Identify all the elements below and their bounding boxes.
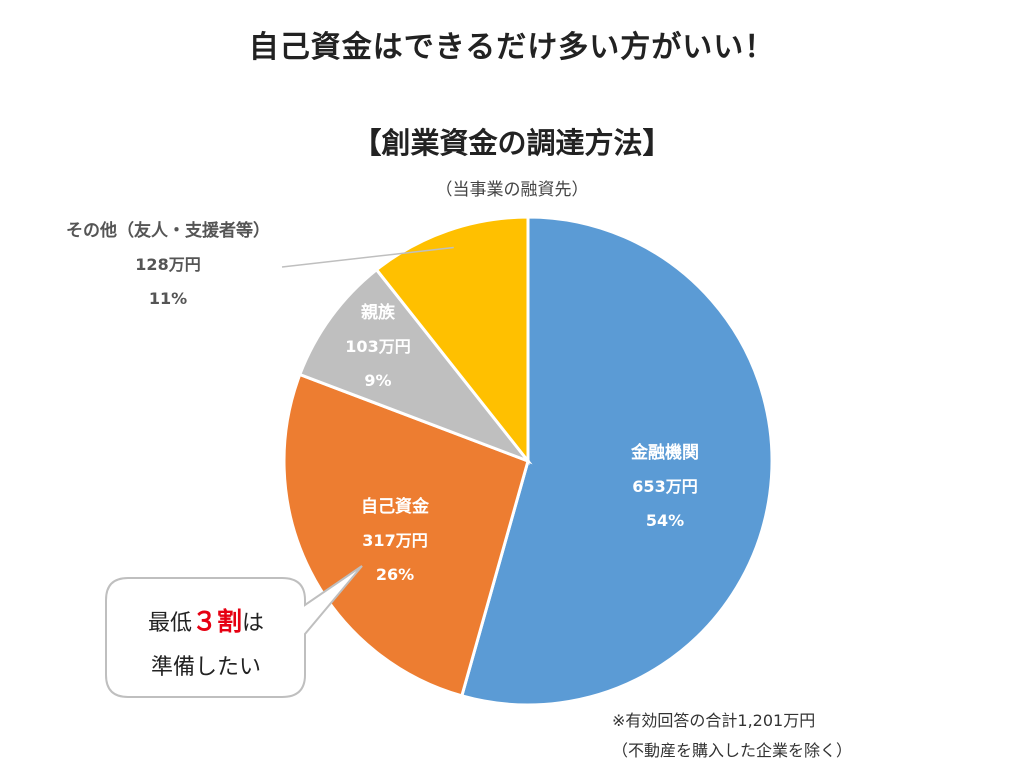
footnote-line-1: ※有効回答の合計1,201万円 <box>612 711 816 730</box>
slice-label-value-2: 103万円 <box>345 337 410 356</box>
headline: 自己資金はできるだけ多い方がいい！ <box>248 30 776 65</box>
slice-label-percent-3: 11% <box>149 289 187 308</box>
chart-title: 【創業資金の調達方法】 <box>352 126 672 160</box>
chart-subtitle: （当事業の融資先） <box>435 180 589 200</box>
slice-label-percent-0: 54% <box>646 511 684 530</box>
callout-bubble <box>105 565 363 698</box>
slice-label-name-0: 金融機関 <box>630 442 699 463</box>
footnote: ※有効回答の合計1,201万円 （不動産を購入した企業を除く） <box>612 706 852 766</box>
callout-highlight: ３割 <box>191 607 242 636</box>
callout-line2: 準備したい <box>150 655 261 680</box>
pie-slice-1 <box>282 372 530 698</box>
pie-slice-2 <box>297 267 533 465</box>
slice-label-name-1: 自己資金 <box>361 496 430 517</box>
callout-suffix: は <box>242 611 265 636</box>
slice-label-value-3: 128万円 <box>135 255 200 274</box>
callout-prefix: 最低 <box>147 611 192 636</box>
leader-line <box>281 246 454 268</box>
footnote-line-2: （不動産を購入した企業を除く） <box>612 741 853 760</box>
callout-text: 最低３割は 準備したい <box>108 600 304 690</box>
slice-label-name-3: その他（友人・支援者等） <box>66 220 270 241</box>
pie-slice-0 <box>459 215 774 707</box>
slice-label-name-2: 親族 <box>361 302 396 323</box>
slice-label-percent-2: 9% <box>364 371 391 390</box>
pie-slice-3 <box>374 215 530 466</box>
slice-label-percent-1: 26% <box>376 565 414 584</box>
slice-label-value-0: 653万円 <box>632 477 697 496</box>
slice-label-value-1: 317万円 <box>362 531 427 550</box>
